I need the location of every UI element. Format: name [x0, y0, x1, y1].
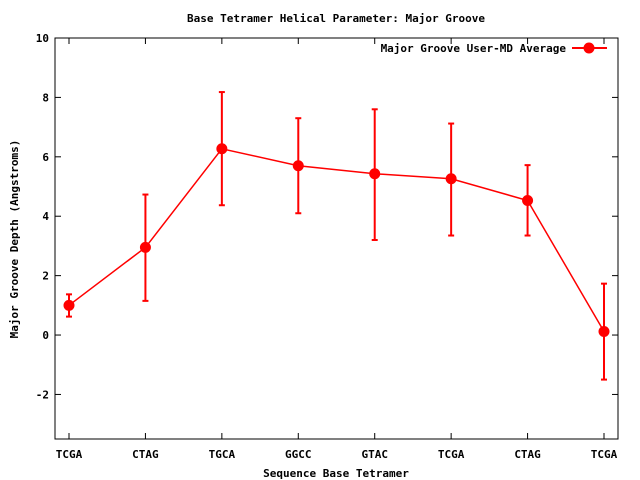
x-tick-label: TCGA: [56, 448, 83, 461]
y-tick-label: 10: [36, 32, 49, 45]
data-point: [369, 168, 381, 180]
x-tick-label: TCGA: [591, 448, 618, 461]
y-tick-label: 2: [42, 270, 49, 283]
data-point: [139, 241, 151, 253]
legend-label: Major Groove User-MD Average: [381, 42, 567, 55]
x-tick-label: GTAC: [361, 448, 388, 461]
legend: Major Groove User-MD Average: [381, 42, 607, 55]
data-point: [216, 143, 228, 155]
legend-marker-swatch: [583, 42, 595, 54]
y-axis-label: Major Groove Depth (Angstroms): [8, 140, 21, 339]
y-tick-label: -2: [36, 388, 49, 401]
x-tick-label: CTAG: [514, 448, 541, 461]
y-tick-label: 4: [42, 210, 49, 223]
data-point: [445, 173, 457, 185]
x-tick-label: TGCA: [209, 448, 236, 461]
plot-area-frame: [54, 37, 619, 440]
data-series: [63, 91, 610, 381]
x-tick-label: TCGA: [438, 448, 465, 461]
data-point: [63, 299, 75, 311]
axes: -2 0 2 4 6 8 10 TCGA CTAG TGCA GGCC GTAC TCGA CTAG TCG…: [36, 32, 618, 461]
data-point: [292, 160, 304, 172]
x-tick-label: GGCC: [285, 448, 312, 461]
y-tick-label: 8: [42, 91, 49, 104]
x-tick-label: CTAG: [132, 448, 159, 461]
x-axis-label: Sequence Base Tetramer: [263, 467, 409, 480]
y-tick-label: 6: [42, 151, 49, 164]
chart-title: Base Tetramer Helical Parameter: Major G…: [187, 12, 485, 25]
data-point: [598, 325, 610, 337]
data-point: [522, 194, 534, 206]
y-tick-label: 0: [42, 329, 49, 342]
series-line: [68, 147, 605, 332]
